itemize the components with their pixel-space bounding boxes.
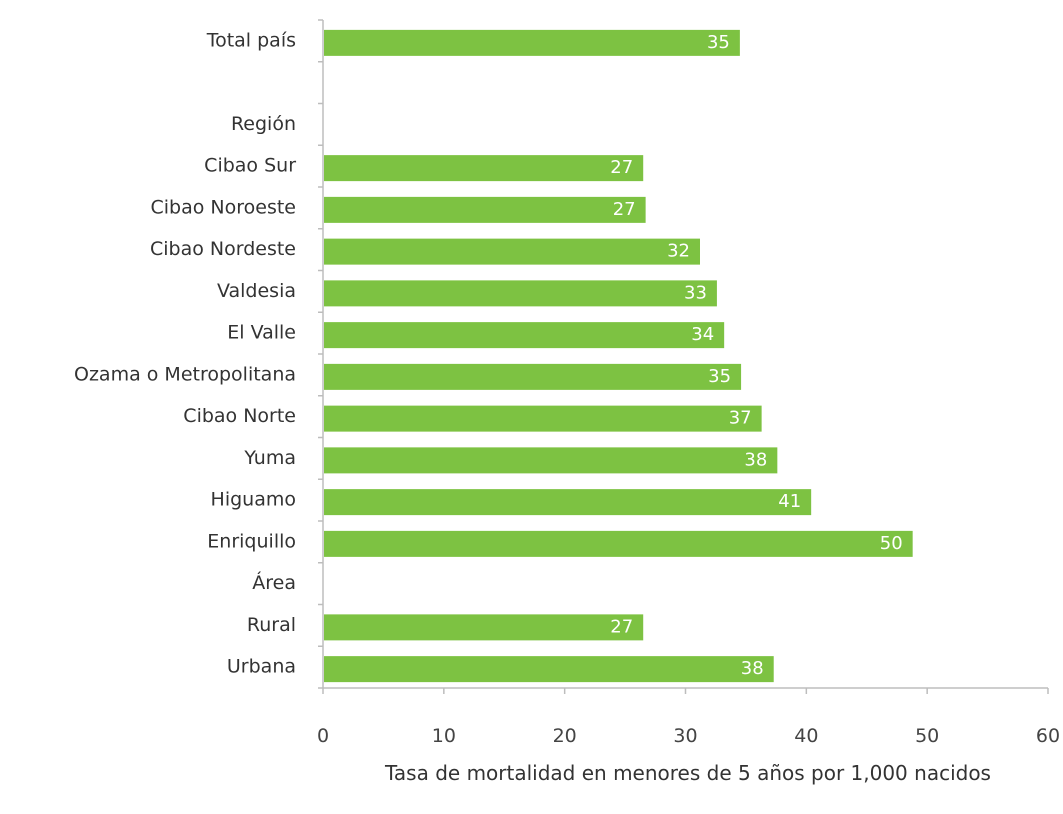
x-tick-label: 40 (794, 725, 818, 747)
x-tick-label: 20 (553, 725, 577, 747)
bar (324, 530, 913, 557)
bar (324, 489, 812, 516)
data-label: 50 (880, 533, 903, 554)
category-label: Área (252, 571, 296, 594)
x-tick-label: 30 (673, 725, 697, 747)
category-label: Total país (206, 29, 296, 51)
bar (324, 29, 740, 56)
data-label: 35 (708, 366, 731, 387)
x-tick-label: 10 (432, 725, 456, 747)
bar (324, 447, 778, 474)
data-label: 37 (729, 408, 752, 429)
x-tick-label: 50 (915, 725, 939, 747)
category-label: Cibao Nordeste (150, 238, 296, 260)
data-label: 33 (684, 282, 707, 303)
data-label: 38 (744, 449, 767, 470)
category-labels: Total país Región Cibao Sur Cibao Noroeste C… (74, 29, 296, 677)
data-label: 27 (610, 157, 633, 178)
bar (324, 238, 700, 265)
data-label: 34 (691, 324, 714, 345)
bar (324, 322, 725, 349)
category-label: Cibao Noroeste (151, 196, 297, 218)
bar (324, 155, 644, 182)
data-label: 41 (778, 491, 801, 512)
x-axis-title: Tasa de mortalidad en menores de 5 años … (384, 761, 991, 785)
category-label: Enriquillo (207, 530, 296, 552)
category-label: Higuamo (211, 489, 296, 511)
bar (324, 280, 717, 307)
bar (324, 656, 774, 683)
bar (324, 363, 742, 390)
x-tick-label: 0 (317, 725, 329, 747)
bar (324, 196, 646, 223)
category-label: Urbana (227, 656, 296, 678)
category-label: Rural (247, 614, 296, 636)
category-label: Valdesia (217, 280, 296, 302)
data-label: 38 (741, 658, 764, 679)
category-label: Región (231, 113, 296, 135)
bars (324, 29, 913, 683)
axes (318, 19, 1049, 694)
category-label: Yuma (243, 447, 296, 469)
data-labels: 35 27 27 32 33 34 35 37 38 41 50 27 38 (610, 32, 902, 679)
data-label: 27 (610, 616, 633, 637)
bar (324, 614, 644, 641)
category-label: Cibao Sur (204, 155, 296, 177)
data-label: 27 (613, 199, 636, 220)
category-label: Cibao Norte (183, 405, 296, 427)
data-label: 32 (667, 241, 690, 262)
category-label: Ozama o Metropolitana (74, 363, 296, 385)
data-label: 35 (707, 32, 730, 53)
x-tick-label: 60 (1036, 725, 1060, 747)
x-tick-labels: 0 10 20 30 40 50 60 (317, 725, 1060, 747)
category-label: El Valle (227, 322, 296, 344)
bar (324, 405, 762, 432)
